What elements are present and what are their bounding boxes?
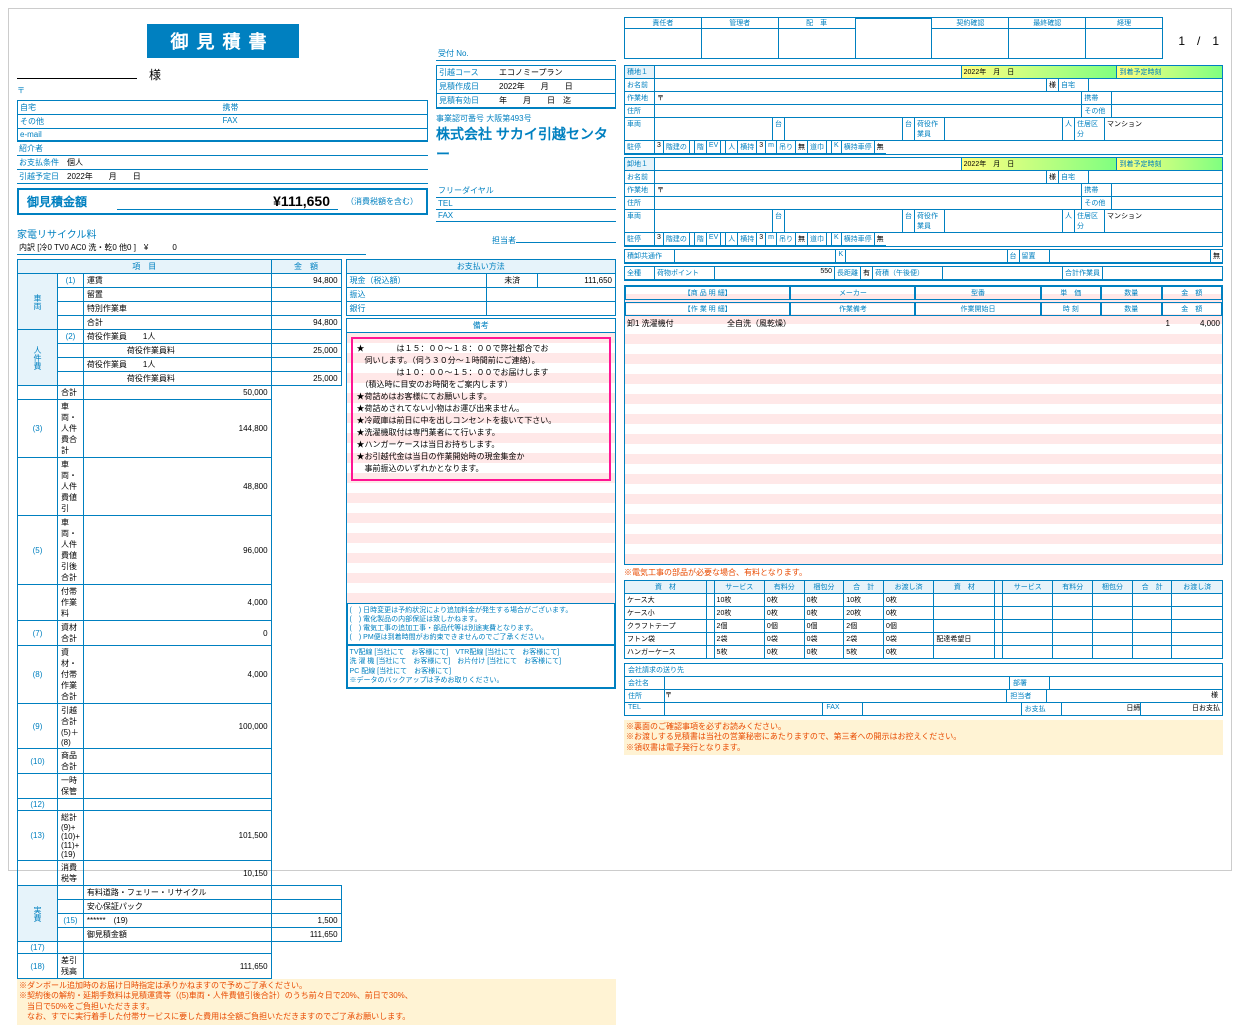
stamp-row: 責任者管理者配 車契約確認最終確認経理 [624,17,1163,59]
payment-table: お支払い方法 現金（税込額）未済111,650 振込 銀行 [346,259,616,316]
reception-box: 受付 No. 引越コースエコノミープラン 見積作成日2022年 月 日 見積有効… [436,17,616,222]
item-table: 項 目金 額 車両(1)運賃94,800留置特別作業車合計94,800人件費(2… [17,259,342,979]
left-footer: ※ダンボール追加時のお届け日時指定は承りかねますので予めご了承ください。※契約後… [17,979,616,1025]
left-column: 御見積書 様 〒 自宅携帯 その他FAX e-mail 紹介者 お支払条件 個人… [17,17,616,862]
doc-title: 御見積書 [147,24,299,58]
common-row: 積卸共通作K台留置無 [624,249,1223,264]
location-2: 卸地１ 2022年 月 日 到着予定時刻 お名前様自宅 作業地〒携帯 住所その他… [624,157,1223,247]
company-name: 株式会社 サカイ引越センター [436,124,616,164]
right-footer: ※裏面のご確認事項を必ずお読みください。※お渡しする見積書は当社の営業秘密にあた… [624,720,1223,755]
totals-row: 全種荷物ポイント550長距離有荷積（午後便）合計作業員 [624,266,1223,281]
materials-table: 資 材サービス有料分梱包分合 計お渡し済資 材サービス有料分梱包分合 計お渡し済… [624,580,1223,659]
goods-box: 【商 品 明 細】メーカー型番単 価数量金 額 【作 業 明 細】作業備考作業開… [624,285,1223,565]
billing-box: 会社請求の送り先 会社名部署 住所〒担当者様 TELFAXお支払日締日お支払 [624,663,1223,716]
page: 御見積書 様 〒 自宅携帯 その他FAX e-mail 紹介者 お支払条件 個人… [8,8,1232,871]
right-column: 責任者管理者配 車契約確認最終確認経理 1 / 1 積地１ 2022年 月 日 … [624,17,1223,862]
customer-box: 自宅携帯 その他FAX e-mail [17,100,428,142]
remarks-box: 備考 ★ は１５：００～１８：００で弊社都合でお 伺いします。（伺う３０分～１時… [346,318,616,689]
quote-amount: 御見積金額 ¥111,650 （消費税額を含む） [17,188,428,215]
location-1: 積地１ 2022年 月 日 到着予定時刻 お名前様自宅 作業地〒携帯 住所その他… [624,65,1223,155]
